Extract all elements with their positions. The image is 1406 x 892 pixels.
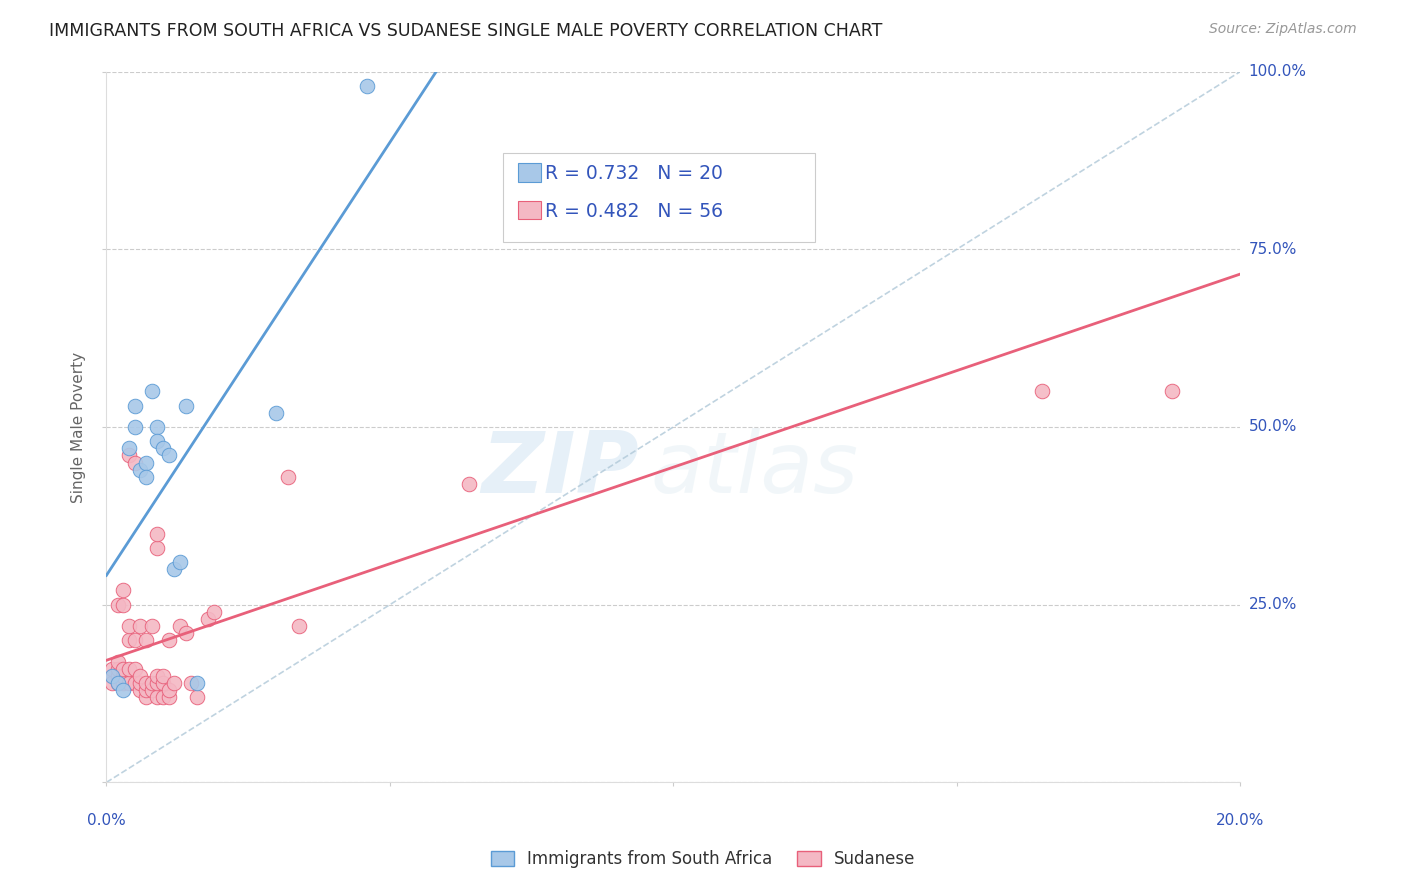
Point <box>107 598 129 612</box>
Point <box>112 662 135 676</box>
Point <box>129 683 152 698</box>
Point <box>146 676 169 690</box>
Point <box>157 690 180 704</box>
Text: Source: ZipAtlas.com: Source: ZipAtlas.com <box>1209 22 1357 37</box>
Point <box>112 676 135 690</box>
Point <box>146 541 169 555</box>
Text: 75.0%: 75.0% <box>1249 242 1296 257</box>
Text: 50.0%: 50.0% <box>1249 419 1296 434</box>
Point <box>157 633 180 648</box>
Point <box>124 420 146 434</box>
Text: 25.0%: 25.0% <box>1249 597 1296 612</box>
Point <box>169 555 191 569</box>
FancyBboxPatch shape <box>503 153 815 242</box>
Point <box>152 690 174 704</box>
Point <box>112 598 135 612</box>
Point <box>129 619 152 633</box>
Point <box>124 456 146 470</box>
Point <box>135 690 157 704</box>
Point <box>124 662 146 676</box>
Point <box>124 399 146 413</box>
Point <box>356 78 378 93</box>
Point <box>135 676 157 690</box>
Point <box>163 676 186 690</box>
Point <box>141 676 163 690</box>
FancyBboxPatch shape <box>517 163 541 182</box>
Point <box>118 449 141 463</box>
Point <box>107 669 129 683</box>
Point <box>112 583 135 598</box>
Point <box>146 420 169 434</box>
Point <box>266 406 288 420</box>
Point <box>101 662 124 676</box>
Point <box>118 619 141 633</box>
Text: R = 0.732   N = 20: R = 0.732 N = 20 <box>546 164 723 184</box>
Point <box>141 683 163 698</box>
Point <box>1031 384 1053 399</box>
Point <box>135 469 157 483</box>
Point <box>197 612 219 626</box>
Point <box>152 676 174 690</box>
Point <box>107 676 129 690</box>
Point <box>645 221 668 235</box>
Point <box>124 633 146 648</box>
Text: 20.0%: 20.0% <box>1216 813 1264 828</box>
Point <box>146 434 169 449</box>
Text: ZIP: ZIP <box>482 428 640 511</box>
Point <box>112 683 135 698</box>
Point <box>174 399 197 413</box>
Point <box>202 605 225 619</box>
Point <box>135 456 157 470</box>
Point <box>146 669 169 683</box>
Point <box>118 676 141 690</box>
Point <box>141 619 163 633</box>
Point <box>107 676 129 690</box>
Point <box>146 690 169 704</box>
Point <box>129 669 152 683</box>
Point <box>141 384 163 399</box>
Point <box>180 676 202 690</box>
Point <box>129 676 152 690</box>
Point <box>152 442 174 456</box>
Point <box>135 683 157 698</box>
Point <box>101 676 124 690</box>
Point <box>157 683 180 698</box>
Point <box>118 442 141 456</box>
Y-axis label: Single Male Poverty: Single Male Poverty <box>72 351 86 502</box>
Point <box>146 526 169 541</box>
FancyBboxPatch shape <box>517 201 541 219</box>
Text: 100.0%: 100.0% <box>1249 64 1306 79</box>
Point <box>112 669 135 683</box>
Point <box>107 662 129 676</box>
Point <box>174 626 197 640</box>
Point <box>186 690 208 704</box>
Text: atlas: atlas <box>651 428 859 511</box>
Point <box>152 669 174 683</box>
Point <box>277 469 299 483</box>
Point <box>124 676 146 690</box>
Text: R = 0.482   N = 56: R = 0.482 N = 56 <box>546 202 723 221</box>
Point <box>107 655 129 669</box>
Point <box>129 462 152 476</box>
Point <box>186 676 208 690</box>
Point <box>118 662 141 676</box>
Legend: Immigrants from South Africa, Sudanese: Immigrants from South Africa, Sudanese <box>484 844 922 875</box>
Point <box>1161 384 1184 399</box>
Point <box>118 633 141 648</box>
Point <box>458 476 481 491</box>
Point <box>163 562 186 576</box>
Point <box>288 619 311 633</box>
Text: IMMIGRANTS FROM SOUTH AFRICA VS SUDANESE SINGLE MALE POVERTY CORRELATION CHART: IMMIGRANTS FROM SOUTH AFRICA VS SUDANESE… <box>49 22 883 40</box>
Point <box>101 669 124 683</box>
Point <box>157 449 180 463</box>
Point <box>135 633 157 648</box>
Text: 0.0%: 0.0% <box>87 813 125 828</box>
Point <box>169 619 191 633</box>
Point <box>101 669 124 683</box>
